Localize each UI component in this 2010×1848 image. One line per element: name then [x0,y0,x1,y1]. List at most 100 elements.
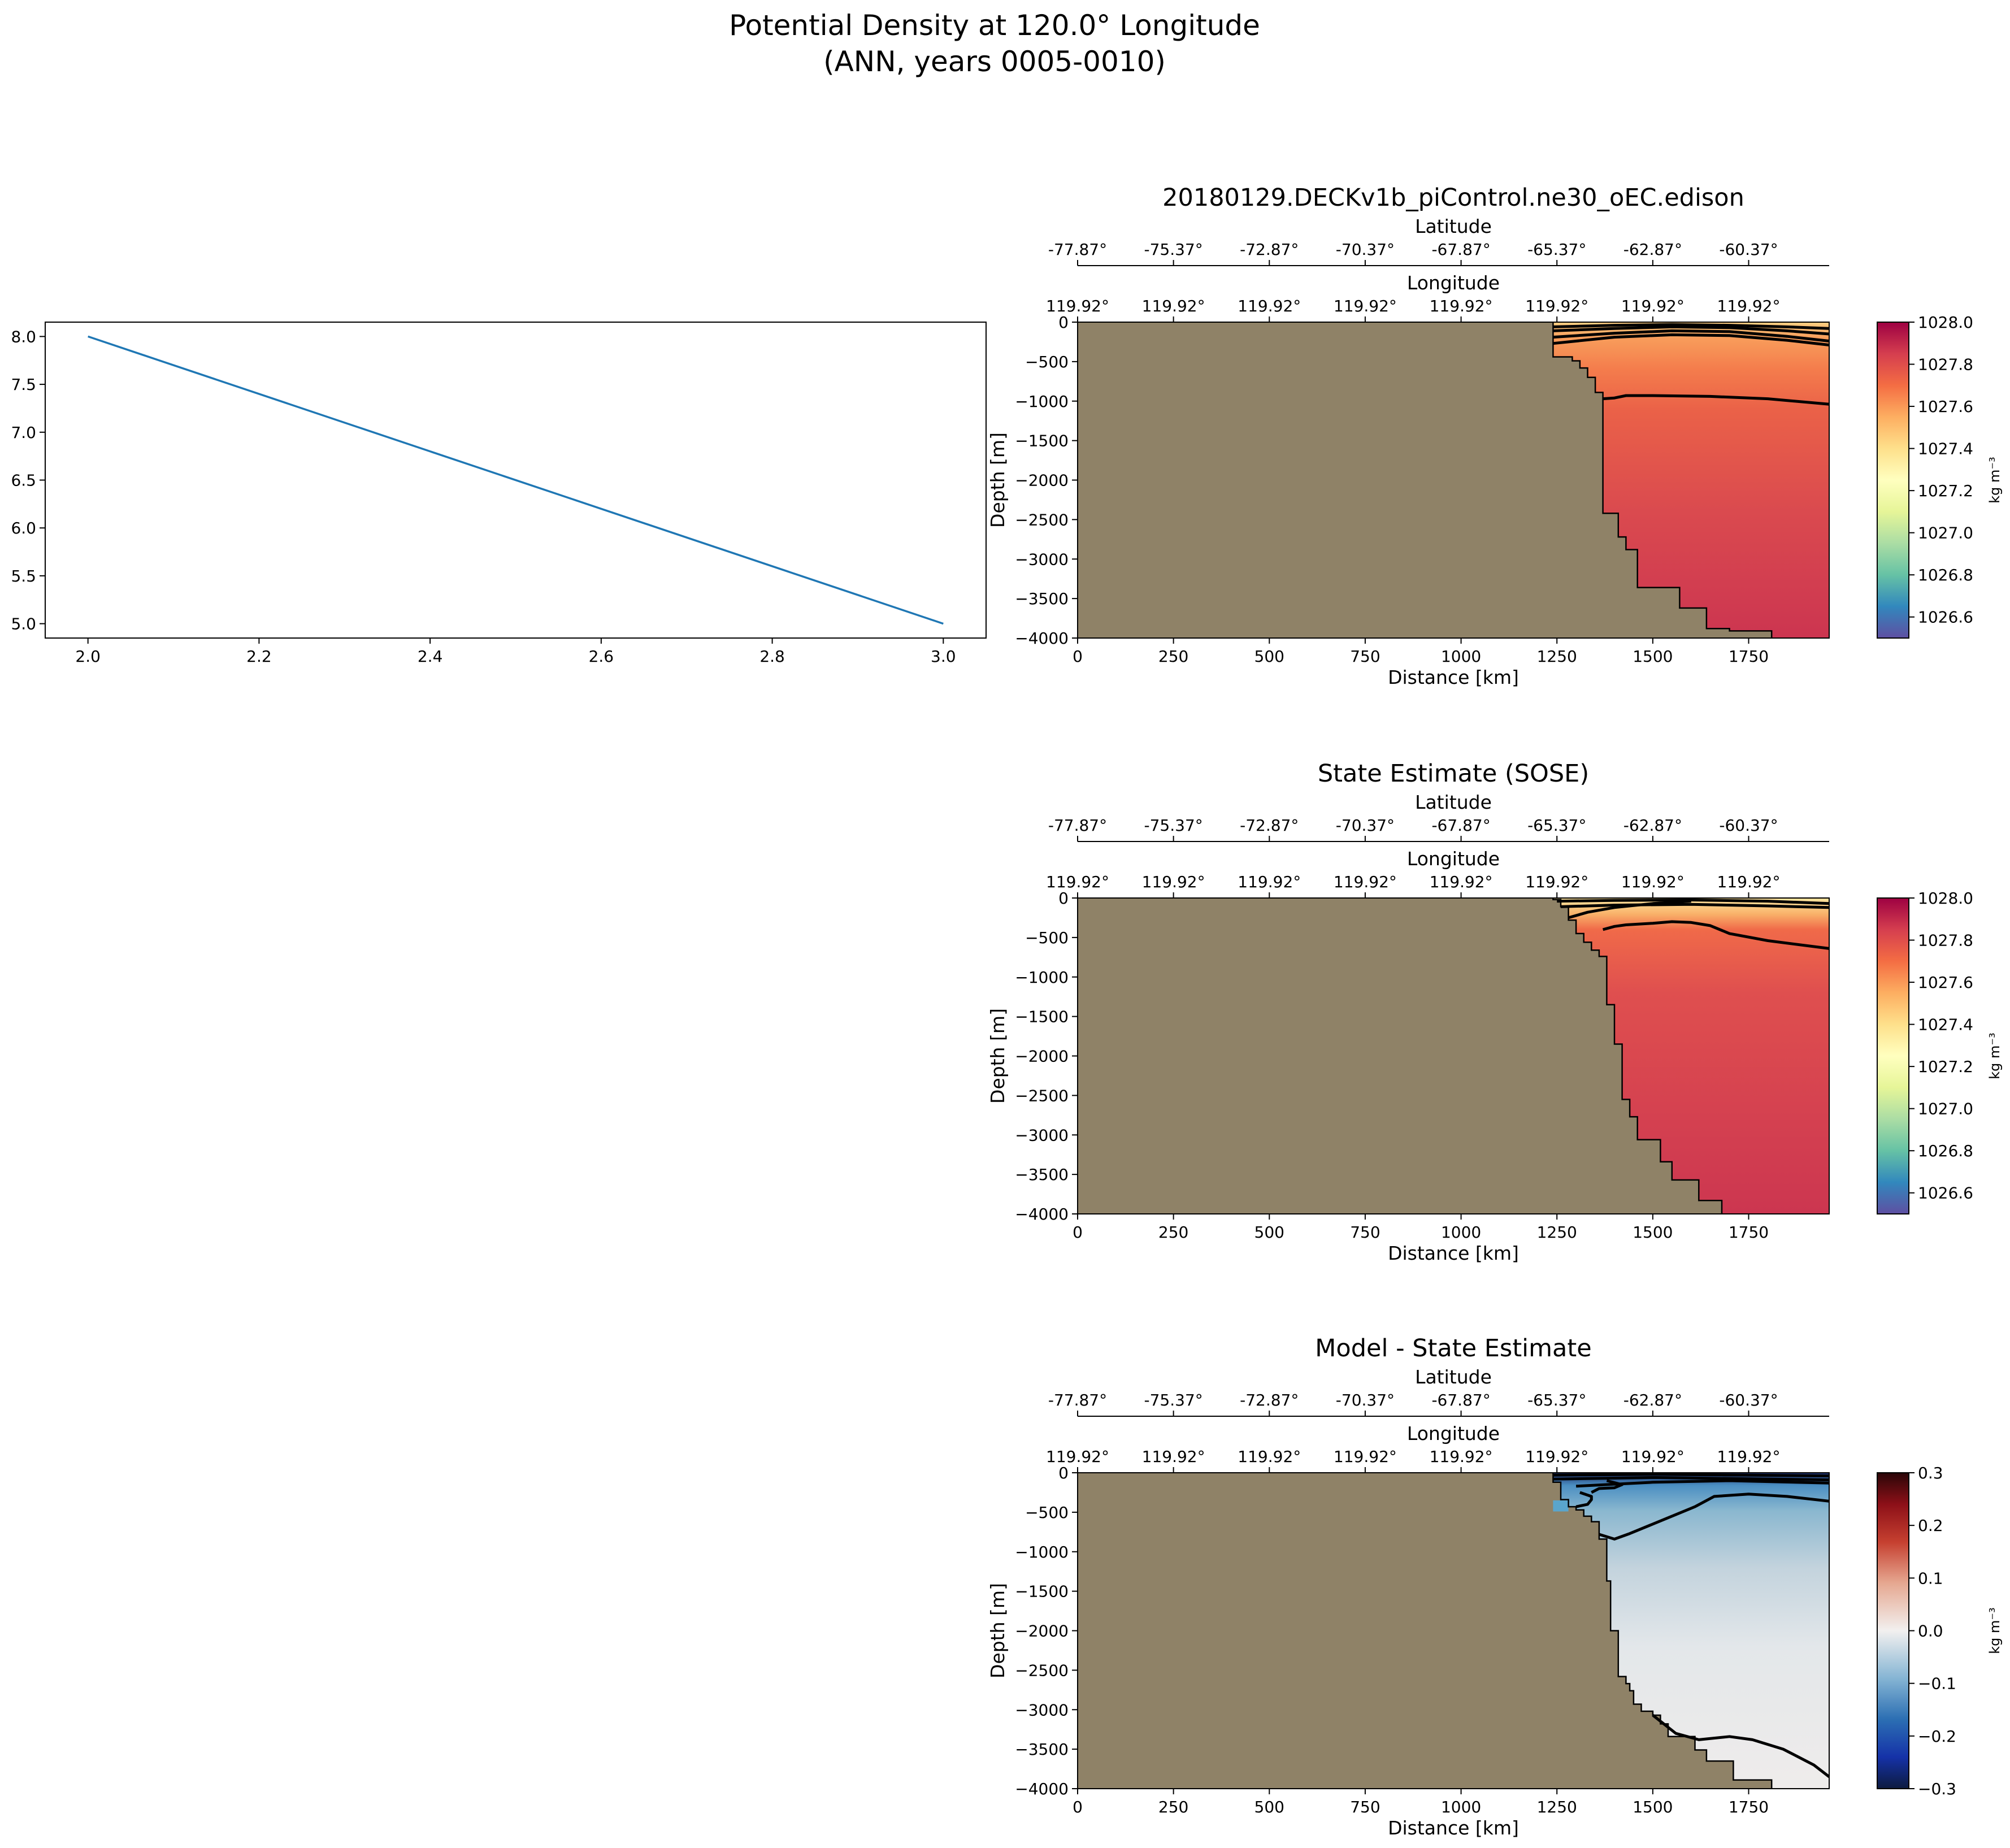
colorbar [1877,897,1909,1214]
latitude-tick-label: -72.87° [1240,1391,1299,1409]
y-tick-label: −1500 [1015,1582,1069,1601]
longitude-tick-label: 119.92° [1238,297,1301,315]
colorbar-tick-label: −0.2 [1918,1727,1956,1746]
contour-line [1591,1479,1624,1494]
colorbar-tick-label: −0.1 [1918,1675,1956,1693]
y-axis-label: Depth [m] [987,1583,1009,1678]
latitude-tick-label: -62.87° [1623,816,1682,835]
y-tick-label: −1500 [1015,1008,1069,1026]
contour-line [1553,1476,1830,1482]
contour-line [1553,325,1830,336]
x-tick-label: 1250 [1537,1223,1577,1242]
colorbar-tick-label: 1028.0 [1918,889,1973,908]
x-tick-label: 1750 [1729,1798,1769,1816]
longitude-tick-label: 119.92° [1142,297,1205,315]
colorbar-label: kg m⁻³ [1987,457,2003,503]
longitude-tick-label: 119.92° [1717,297,1781,315]
colorbar-tick-label: 0.2 [1918,1516,1943,1535]
contour-line [1599,1493,1830,1541]
latitude-tick-label: -67.87° [1431,816,1490,835]
contour-line [1652,1714,1830,1778]
x-tick-label: 1750 [1729,647,1769,666]
x-tick-label: 0 [1073,1798,1083,1816]
y-axis-label: Depth [m] [987,432,1009,528]
shelf-anomaly [1553,1500,1569,1512]
y-tick-label: −4000 [1015,1205,1069,1224]
ocean-field [1553,1473,1829,1789]
latitude-tick-label: -75.37° [1144,240,1203,259]
latitude-axis-label: Latitude [1415,1366,1492,1388]
colorbar-tick-label: 1027.0 [1918,524,1973,543]
y-tick-label: −4000 [1015,629,1069,648]
x-tick-label: 1000 [1441,1223,1481,1242]
y-tick-label: −2000 [1015,1622,1069,1641]
longitude-tick-label: 119.92° [1525,1447,1588,1466]
latitude-tick-label: -60.37° [1719,240,1778,259]
latitude-tick-label: -60.37° [1719,816,1778,835]
y-tick-label: −1000 [1015,968,1069,987]
line-series [88,335,944,625]
y-tick-label: −2500 [1015,510,1069,529]
x-tick-label: 1500 [1633,647,1673,666]
ocean-field [1553,322,1829,638]
latitude-tick-label: -77.87° [1048,816,1107,835]
y-tick-label: 8.0 [11,327,36,346]
latitude-tick-label: -65.37° [1527,816,1586,835]
y-tick-label: −3000 [1015,1700,1069,1719]
y-tick-label: 0 [1058,889,1069,908]
longitude-tick-label: 119.92° [1621,1447,1685,1466]
x-tick-label: 0 [1073,1223,1083,1242]
contour-line [1553,1473,1830,1478]
figure-title-line1: Potential Density at 120.0° Longitude [729,9,1260,42]
panel-title: Model - State Estimate [1315,1334,1591,1363]
colorbar-tick-label: −0.3 [1918,1780,1956,1798]
x-tick-label: 750 [1350,1798,1380,1816]
colorbar [1877,322,1909,639]
longitude-tick-label: 119.92° [1430,1447,1493,1466]
x-axis-label: Distance [km] [1388,1817,1519,1839]
x-tick-label: 3.0 [931,647,956,666]
latitude-tick-label: -60.37° [1719,1391,1778,1409]
y-tick-label: 5.5 [11,567,36,585]
y-tick-label: 5.0 [11,615,36,634]
longitude-tick-label: 119.92° [1621,297,1685,315]
y-tick-label: −2500 [1015,1661,1069,1680]
contour-line [1557,899,1830,905]
y-tick-label: −2500 [1015,1086,1069,1105]
x-tick-label: 2.6 [589,647,614,666]
latitude-tick-label: -67.87° [1431,240,1490,259]
contour-line [1575,1491,1593,1508]
colorbar-tick-label: 1027.4 [1918,1016,1973,1034]
longitude-tick-label: 119.92° [1525,297,1588,315]
x-tick-label: 750 [1350,1223,1380,1242]
y-tick-label: −500 [1025,1503,1069,1522]
longitude-tick-label: 119.92° [1046,873,1109,891]
x-tick-label: 1500 [1633,1223,1673,1242]
contour-line [1575,1479,1830,1488]
latitude-tick-label: -65.37° [1527,1391,1586,1409]
x-tick-label: 500 [1254,1223,1284,1242]
contour-line [1553,333,1830,346]
contour-line [1560,903,1830,909]
colorbar-tick-label: 1028.0 [1918,313,1973,332]
colorbar-tick-label: 1027.8 [1918,931,1973,950]
longitude-tick-label: 119.92° [1046,297,1109,315]
longitude-axis-label: Longitude [1407,1422,1500,1444]
x-tick-label: 0 [1073,647,1083,666]
longitude-tick-label: 119.92° [1238,873,1301,891]
latitude-tick-label: -77.87° [1048,1391,1107,1409]
colorbar-tick-label: 1027.2 [1918,1057,1973,1076]
x-tick-label: 2.0 [75,647,101,666]
longitude-axis-label: Longitude [1407,272,1500,294]
longitude-tick-label: 119.92° [1525,873,1588,891]
ocean-field [1553,898,1829,1214]
y-tick-label: 0 [1058,313,1069,332]
x-tick-label: 2.2 [246,647,272,666]
latitude-tick-label: -70.37° [1336,240,1395,259]
longitude-tick-label: 119.92° [1430,873,1493,891]
y-tick-label: −2000 [1015,471,1069,490]
x-axis-label: Distance [km] [1388,666,1519,688]
y-tick-label: −3500 [1015,1740,1069,1759]
colorbar-tick-label: 1027.2 [1918,481,1973,500]
